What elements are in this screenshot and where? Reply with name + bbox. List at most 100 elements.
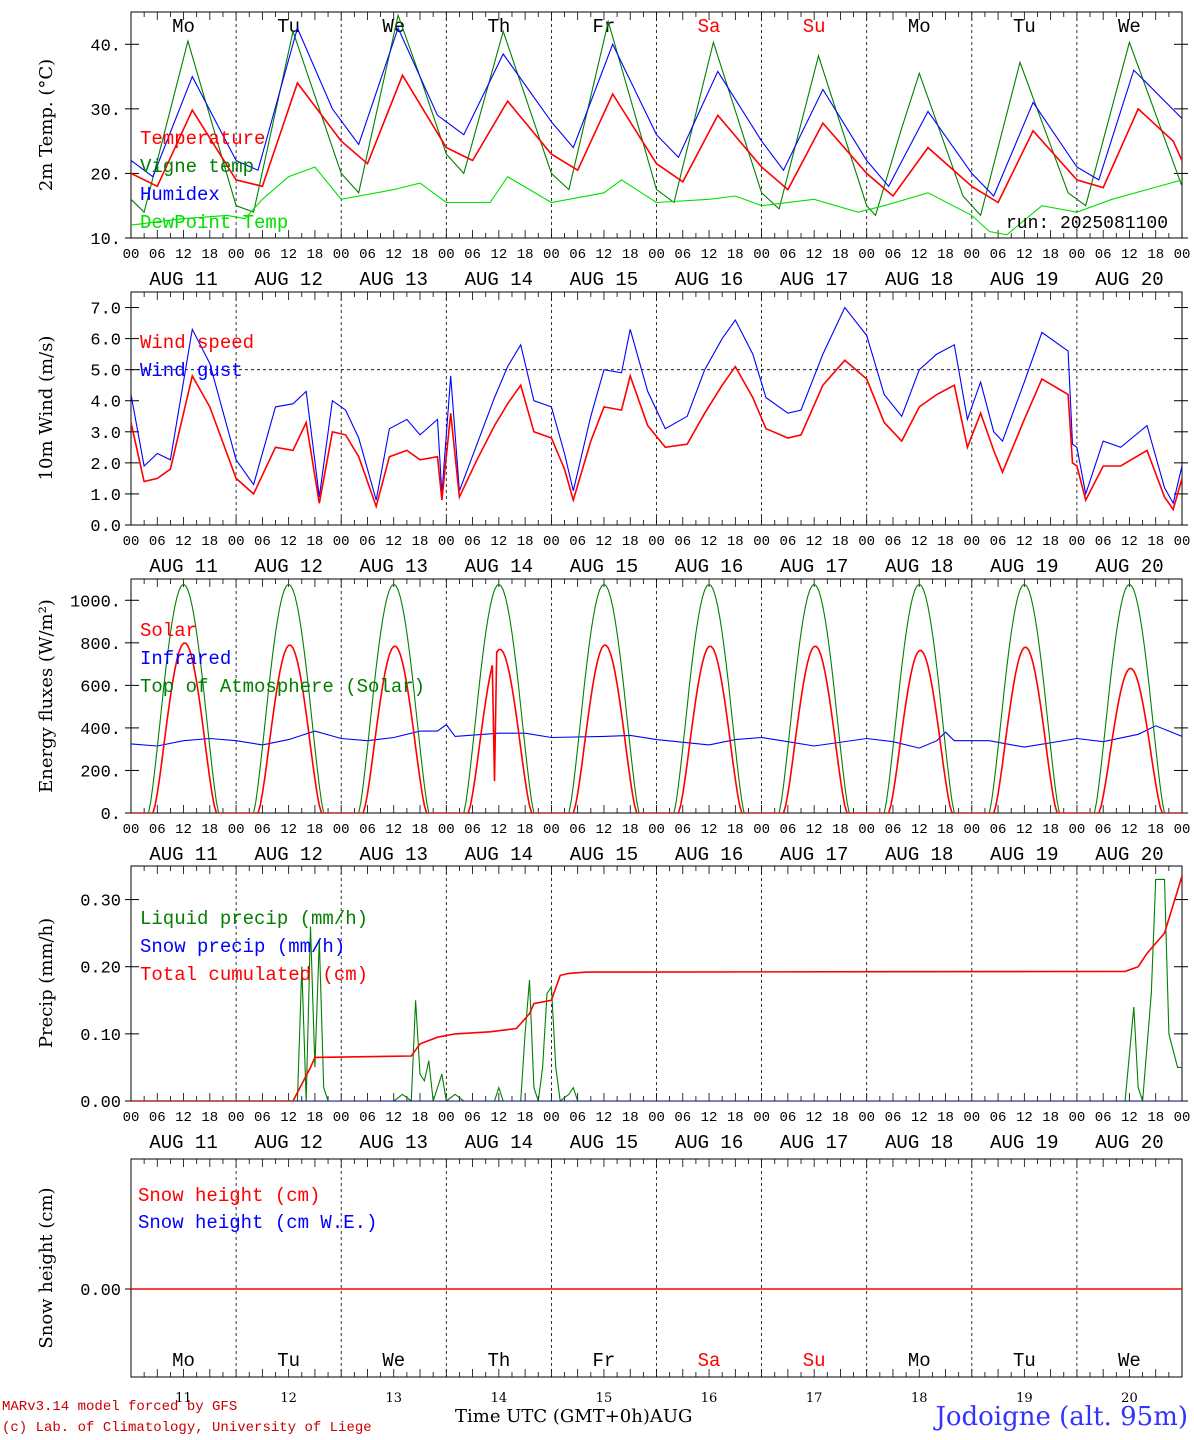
credit-line-1: MARv3.14 model forced by GFS xyxy=(2,1399,238,1415)
hour-label: 12 xyxy=(1016,1110,1033,1126)
hour-label: 06 xyxy=(990,534,1007,550)
hour-label: 18 xyxy=(307,534,324,550)
hour-label: 00 xyxy=(543,1110,560,1126)
y-tick-label: 600. xyxy=(80,678,121,697)
series-line xyxy=(131,875,1182,1101)
series-line xyxy=(131,13,1182,217)
hour-label: 00 xyxy=(753,1110,770,1126)
hour-label: 06 xyxy=(1095,534,1112,550)
y-tick-label: 0. xyxy=(101,806,121,825)
hour-label: 18 xyxy=(727,822,744,838)
hour-label: 18 xyxy=(727,247,744,263)
hour-label: 00 xyxy=(858,1110,875,1126)
hour-label: 00 xyxy=(1174,534,1191,550)
hour-label: 18 xyxy=(937,247,954,263)
hour-label: 00 xyxy=(648,822,665,838)
hour-label: 18 xyxy=(727,1110,744,1126)
hour-label: 06 xyxy=(149,534,166,550)
date-label: AUG 14 xyxy=(465,556,533,578)
date-label: AUG 20 xyxy=(1095,269,1163,291)
hour-label: 18 xyxy=(517,247,534,263)
hour-label: 12 xyxy=(701,534,718,550)
hour-label: 12 xyxy=(385,1110,402,1126)
y-tick-label: 4.0 xyxy=(90,394,121,413)
hour-label: 00 xyxy=(1068,534,1085,550)
hour-label: 00 xyxy=(438,534,455,550)
hour-label: 18 xyxy=(727,534,744,550)
hour-label: 18 xyxy=(1042,534,1059,550)
hour-label: 18 xyxy=(307,822,324,838)
date-label: AUG 12 xyxy=(254,844,322,866)
hour-label: 06 xyxy=(359,247,376,263)
hour-label: 18 xyxy=(1147,247,1164,263)
hour-label: 06 xyxy=(359,1110,376,1126)
hour-label: 18 xyxy=(412,822,429,838)
hour-label: 18 xyxy=(1042,247,1059,263)
series-line xyxy=(131,73,1182,204)
hour-label: 06 xyxy=(1095,247,1112,263)
series-line xyxy=(131,26,1182,197)
series-line xyxy=(131,642,1182,813)
y-tick-label: 20. xyxy=(90,166,121,185)
hour-label: 00 xyxy=(753,822,770,838)
hour-label: 18 xyxy=(412,534,429,550)
hour-label: 12 xyxy=(806,247,823,263)
hour-label: 18 xyxy=(622,822,639,838)
day-number: 12 xyxy=(280,1391,297,1406)
hour-label: 06 xyxy=(1095,1110,1112,1126)
y-tick-label: 0.00 xyxy=(80,1094,121,1113)
hour-label: 18 xyxy=(1147,822,1164,838)
hour-label: 12 xyxy=(596,247,613,263)
hour-label: 12 xyxy=(911,822,928,838)
hour-label: 12 xyxy=(806,534,823,550)
hour-label: 00 xyxy=(438,1110,455,1126)
series-line xyxy=(131,166,1182,236)
date-label: AUG 11 xyxy=(149,844,217,866)
y-axis-label: Precip (mm/h) xyxy=(36,918,57,1048)
hour-label: 00 xyxy=(228,822,245,838)
panel-5: 0.00 Snow height (cm) Mo 11 Tu 12 We 13 Th 14 Fr 15… xyxy=(36,1158,1183,1406)
hour-label: 00 xyxy=(648,1110,665,1126)
hour-label: 18 xyxy=(307,247,324,263)
hour-label: 12 xyxy=(596,822,613,838)
date-label: AUG 12 xyxy=(254,1132,322,1154)
hour-label: 00 xyxy=(858,822,875,838)
hour-label: 12 xyxy=(385,247,402,263)
panel-4: 0.00 0.10 0.20 0.30 Precip (mm/h) 00 06 12 18 AUG… xyxy=(36,865,1190,1154)
hour-label: 06 xyxy=(990,1110,1007,1126)
hour-label: 06 xyxy=(569,247,586,263)
hour-label: 12 xyxy=(1121,534,1138,550)
legend-entry: Vigne temp xyxy=(140,156,254,178)
hour-label: 18 xyxy=(412,247,429,263)
day-name: Mo xyxy=(908,16,931,38)
hour-label: 12 xyxy=(490,247,507,263)
hour-label: 18 xyxy=(412,1110,429,1126)
legend-entry: Snow height (cm W.E.) xyxy=(138,1212,377,1234)
hour-label: 12 xyxy=(385,534,402,550)
date-label: AUG 15 xyxy=(570,844,638,866)
hour-label: 18 xyxy=(1147,1110,1164,1126)
hour-label: 00 xyxy=(333,534,350,550)
hour-label: 06 xyxy=(254,1110,271,1126)
date-label: AUG 14 xyxy=(465,844,533,866)
legend-entry: Infrared xyxy=(140,648,231,670)
hour-label: 18 xyxy=(1042,822,1059,838)
y-tick-label: 5.0 xyxy=(90,363,121,382)
date-label: AUG 15 xyxy=(570,269,638,291)
day-name: Mo xyxy=(172,1350,195,1372)
date-label: AUG 16 xyxy=(675,844,743,866)
hour-label: 00 xyxy=(123,534,140,550)
run-label: run: 2025081100 xyxy=(1006,214,1168,234)
hour-label: 00 xyxy=(753,534,770,550)
legend-entry: DewPoint Temp xyxy=(140,212,288,234)
y-tick-label: 400. xyxy=(80,721,121,740)
hour-label: 06 xyxy=(254,822,271,838)
hour-label: 06 xyxy=(885,1110,902,1126)
y-axis-label: 10m Wind (m/s) xyxy=(36,336,57,481)
hour-label: 00 xyxy=(1068,247,1085,263)
hour-label: 18 xyxy=(201,534,218,550)
hour-label: 00 xyxy=(543,822,560,838)
legend-entry: Liquid precip (mm/h) xyxy=(140,908,368,930)
hour-label: 06 xyxy=(779,247,796,263)
hour-label: 18 xyxy=(622,534,639,550)
